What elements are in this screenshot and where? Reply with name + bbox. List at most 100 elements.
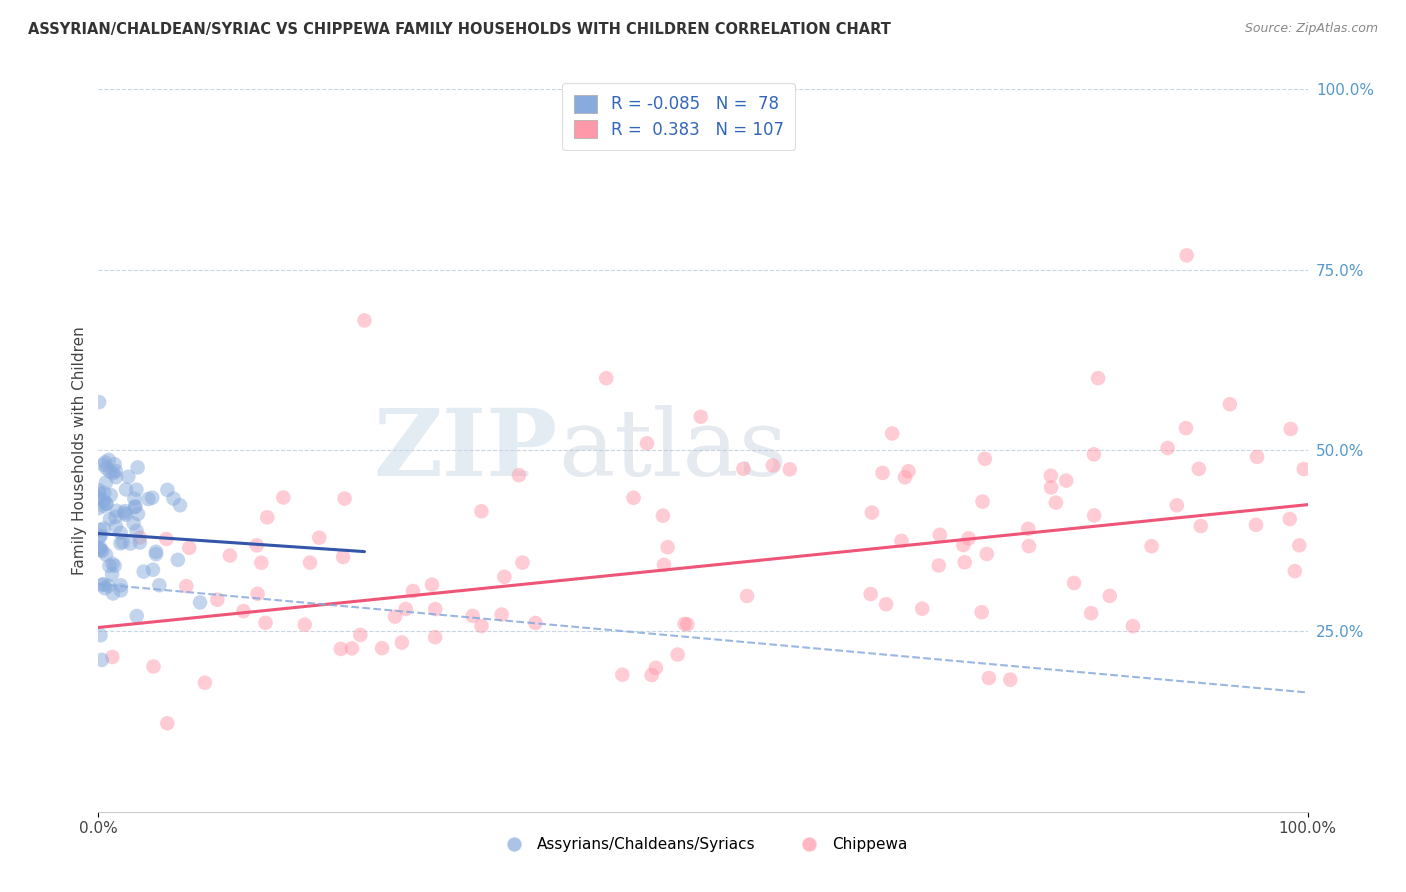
Assyrians/Chaldeans/Syriacs xyxy=(93,522,115,536)
Chippewa xyxy=(644,661,666,675)
Chippewa xyxy=(1279,422,1302,436)
Assyrians/Chaldeans/Syriacs xyxy=(93,499,115,513)
Assyrians/Chaldeans/Syriacs xyxy=(166,553,188,567)
Assyrians/Chaldeans/Syriacs xyxy=(103,466,125,480)
Chippewa xyxy=(1140,539,1163,553)
Chippewa xyxy=(1189,519,1212,533)
Chippewa xyxy=(779,462,801,476)
Assyrians/Chaldeans/Syriacs xyxy=(115,483,138,497)
Assyrians/Chaldeans/Syriacs xyxy=(141,491,163,505)
Chippewa xyxy=(666,648,689,662)
Assyrians/Chaldeans/Syriacs xyxy=(104,558,127,573)
Chippewa xyxy=(256,510,278,524)
Chippewa xyxy=(207,592,229,607)
Assyrians/Chaldeans/Syriacs xyxy=(90,653,112,667)
Chippewa xyxy=(349,628,371,642)
Chippewa xyxy=(340,641,363,656)
Chippewa xyxy=(142,659,165,673)
Chippewa xyxy=(219,549,242,563)
Assyrians/Chaldeans/Syriacs xyxy=(101,567,124,582)
Assyrians/Chaldeans/Syriacs xyxy=(98,465,121,479)
Chippewa xyxy=(1017,522,1039,536)
Assyrians/Chaldeans/Syriacs xyxy=(110,525,132,540)
Assyrians/Chaldeans/Syriacs xyxy=(97,579,120,593)
Chippewa xyxy=(461,608,484,623)
Assyrians/Chaldeans/Syriacs xyxy=(96,497,118,511)
Chippewa xyxy=(1156,441,1178,455)
Assyrians/Chaldeans/Syriacs xyxy=(156,483,179,497)
Chippewa xyxy=(1054,474,1077,488)
Chippewa xyxy=(1246,450,1268,464)
Chippewa xyxy=(1083,447,1105,461)
Chippewa xyxy=(651,508,673,523)
Chippewa xyxy=(1063,576,1085,591)
Text: ASSYRIAN/CHALDEAN/SYRIAC VS CHIPPEWA FAMILY HOUSEHOLDS WITH CHILDREN CORRELATION: ASSYRIAN/CHALDEAN/SYRIAC VS CHIPPEWA FAM… xyxy=(28,22,891,37)
Chippewa xyxy=(957,532,980,546)
Chippewa xyxy=(1018,539,1040,553)
Assyrians/Chaldeans/Syriacs xyxy=(93,458,115,472)
Chippewa xyxy=(1288,538,1310,552)
Assyrians/Chaldeans/Syriacs xyxy=(125,609,148,624)
Chippewa xyxy=(894,470,917,484)
Chippewa xyxy=(491,607,513,622)
Text: atlas: atlas xyxy=(558,406,787,495)
Assyrians/Chaldeans/Syriacs xyxy=(145,547,167,561)
Chippewa xyxy=(425,602,447,616)
Chippewa xyxy=(155,532,177,546)
Chippewa xyxy=(1045,495,1067,509)
Chippewa xyxy=(179,541,201,555)
Chippewa xyxy=(860,506,883,520)
Chippewa xyxy=(882,426,904,441)
Legend: Assyrians/Chaldeans/Syriacs, Chippewa: Assyrians/Chaldeans/Syriacs, Chippewa xyxy=(492,831,914,858)
Assyrians/Chaldeans/Syriacs xyxy=(114,508,136,522)
Chippewa xyxy=(395,602,418,616)
Chippewa xyxy=(508,468,530,483)
Chippewa xyxy=(524,615,547,630)
Assyrians/Chaldeans/Syriacs xyxy=(91,544,114,558)
Assyrians/Chaldeans/Syriacs xyxy=(120,536,142,550)
Chippewa xyxy=(1080,606,1102,620)
Assyrians/Chaldeans/Syriacs xyxy=(90,529,112,543)
Assyrians/Chaldeans/Syriacs xyxy=(87,395,110,409)
Chippewa xyxy=(423,630,446,644)
Assyrians/Chaldeans/Syriacs xyxy=(96,461,118,475)
Chippewa xyxy=(1083,508,1105,523)
Assyrians/Chaldeans/Syriacs xyxy=(104,464,127,478)
Chippewa xyxy=(232,604,254,618)
Assyrians/Chaldeans/Syriacs xyxy=(145,545,167,559)
Chippewa xyxy=(1040,480,1063,494)
Chippewa xyxy=(176,579,198,593)
Chippewa xyxy=(1292,462,1315,476)
Chippewa xyxy=(512,556,534,570)
Text: Source: ZipAtlas.com: Source: ZipAtlas.com xyxy=(1244,22,1378,36)
Chippewa xyxy=(470,504,492,518)
Chippewa xyxy=(928,558,950,573)
Assyrians/Chaldeans/Syriacs xyxy=(169,498,191,512)
Chippewa xyxy=(156,716,179,731)
Assyrians/Chaldeans/Syriacs xyxy=(127,507,149,521)
Chippewa xyxy=(1098,589,1121,603)
Chippewa xyxy=(657,540,679,554)
Assyrians/Chaldeans/Syriacs xyxy=(105,470,128,484)
Chippewa xyxy=(128,531,150,545)
Assyrians/Chaldeans/Syriacs xyxy=(124,491,146,506)
Assyrians/Chaldeans/Syriacs xyxy=(104,457,127,471)
Chippewa xyxy=(972,494,994,508)
Chippewa xyxy=(636,436,658,450)
Chippewa xyxy=(1219,397,1241,411)
Chippewa xyxy=(402,584,425,599)
Chippewa xyxy=(977,671,1000,685)
Assyrians/Chaldeans/Syriacs xyxy=(89,541,111,556)
Chippewa xyxy=(689,409,711,424)
Assyrians/Chaldeans/Syriacs xyxy=(111,535,134,549)
Chippewa xyxy=(298,556,321,570)
Assyrians/Chaldeans/Syriacs xyxy=(129,535,152,549)
Assyrians/Chaldeans/Syriacs xyxy=(98,558,121,573)
Chippewa xyxy=(875,597,897,611)
Assyrians/Chaldeans/Syriacs xyxy=(136,491,159,506)
Chippewa xyxy=(353,313,375,327)
Chippewa xyxy=(246,538,269,552)
Assyrians/Chaldeans/Syriacs xyxy=(110,578,132,592)
Chippewa xyxy=(623,491,645,505)
Chippewa xyxy=(676,617,699,632)
